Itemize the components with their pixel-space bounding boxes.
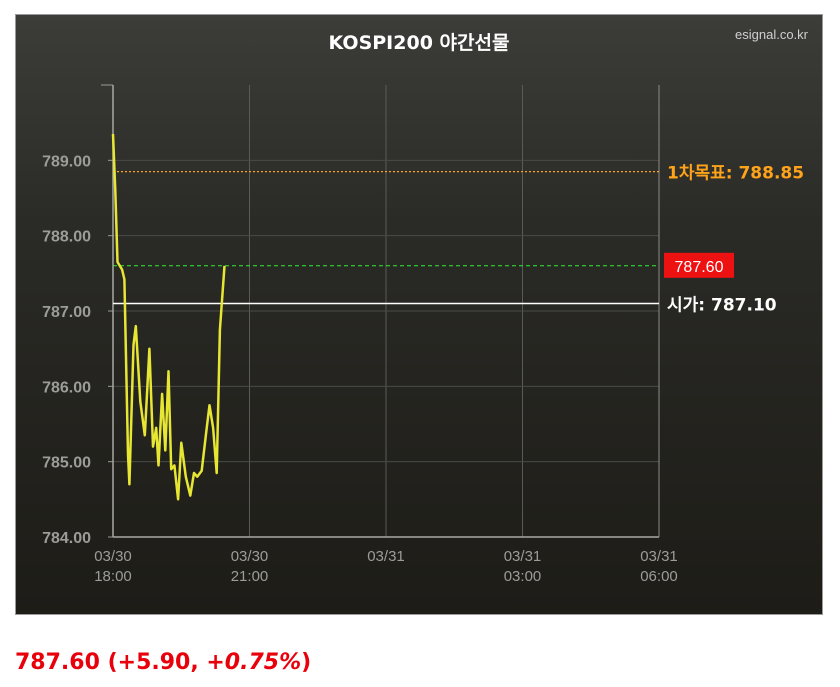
price-change-percent: 0.75% bbox=[224, 650, 302, 675]
summary-close-paren: ) bbox=[301, 650, 312, 675]
plot-layer: 03/30 18:00 03/30 21:00 03/31 03/31 03:00 03/31… bbox=[42, 84, 804, 585]
y-tick-label: 789.00 bbox=[42, 153, 91, 170]
chart-panel: KOSPI200 야간선물 esignal.co.kr 03/30 18:00 03… bbox=[15, 14, 823, 615]
x-tick-date: 03/31 bbox=[640, 548, 678, 565]
y-tick-label: 787.00 bbox=[42, 304, 91, 321]
x-tick-time: 21:00 bbox=[231, 568, 269, 585]
x-tick-time: 03:00 bbox=[504, 568, 542, 585]
source-label: esignal.co.kr bbox=[735, 27, 809, 42]
x-tick-date: 03/30 bbox=[231, 548, 269, 565]
x-tick-date: 03/31 bbox=[367, 548, 405, 565]
y-tick-label: 785.00 bbox=[42, 455, 91, 472]
x-tick-date: 03/30 bbox=[94, 548, 132, 565]
price-series-line bbox=[111, 133, 226, 501]
x-tick-date: 03/31 bbox=[504, 548, 542, 565]
current-price: 787.60 bbox=[15, 650, 100, 675]
x-tick-time: 06:00 bbox=[640, 568, 678, 585]
reference-label: 787.60 bbox=[675, 259, 724, 276]
y-tick-label: 788.00 bbox=[42, 229, 91, 246]
reference-badge bbox=[664, 252, 734, 278]
reference-label: 1차목표: 788.85 bbox=[667, 164, 804, 184]
x-tick-time: 18:00 bbox=[94, 568, 132, 585]
price-summary: 787.60 (+5.90, +0.75%) bbox=[15, 650, 311, 675]
reference-label: 시가: 787.10 bbox=[667, 295, 777, 315]
y-tick-label: 786.00 bbox=[42, 379, 91, 396]
chart-svg: KOSPI200 야간선물 esignal.co.kr 03/3018:0003… bbox=[42, 27, 809, 585]
y-tick-label: 784.00 bbox=[42, 530, 91, 547]
chart-title: KOSPI200 야간선물 bbox=[329, 32, 510, 54]
price-change: (+5.90, + bbox=[107, 650, 225, 675]
